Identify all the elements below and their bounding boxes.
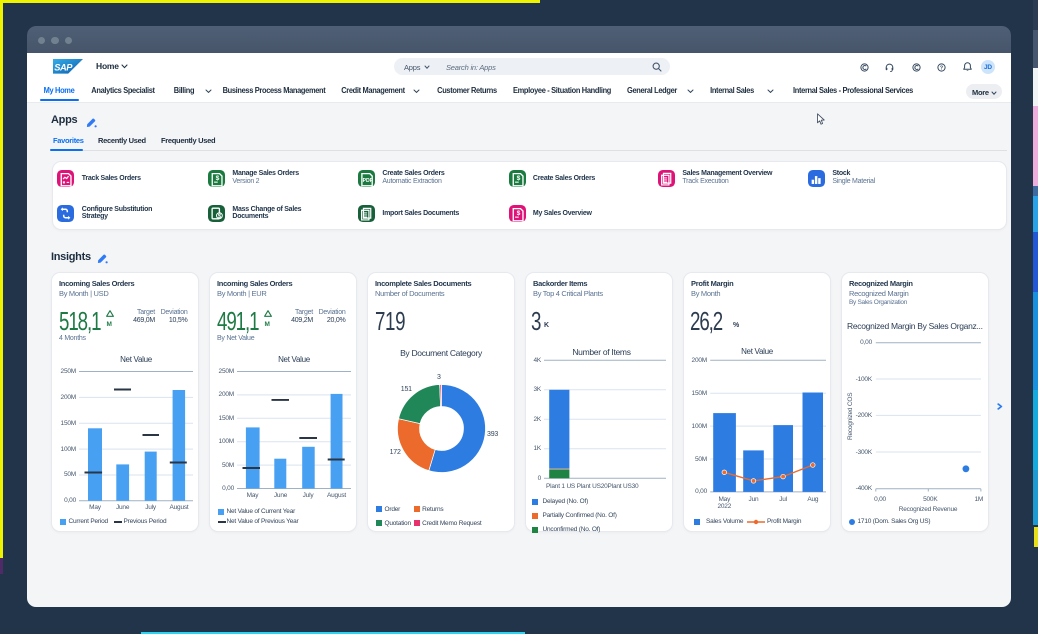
svg-text:?: ? xyxy=(939,65,943,71)
svg-text:$: $ xyxy=(516,175,520,182)
svg-text:PDF: PDF xyxy=(363,178,373,184)
svg-text:SAP: SAP xyxy=(54,62,73,72)
svg-text:$: $ xyxy=(218,214,222,220)
svg-text:$: $ xyxy=(516,210,520,217)
svg-text:$: $ xyxy=(216,175,220,182)
